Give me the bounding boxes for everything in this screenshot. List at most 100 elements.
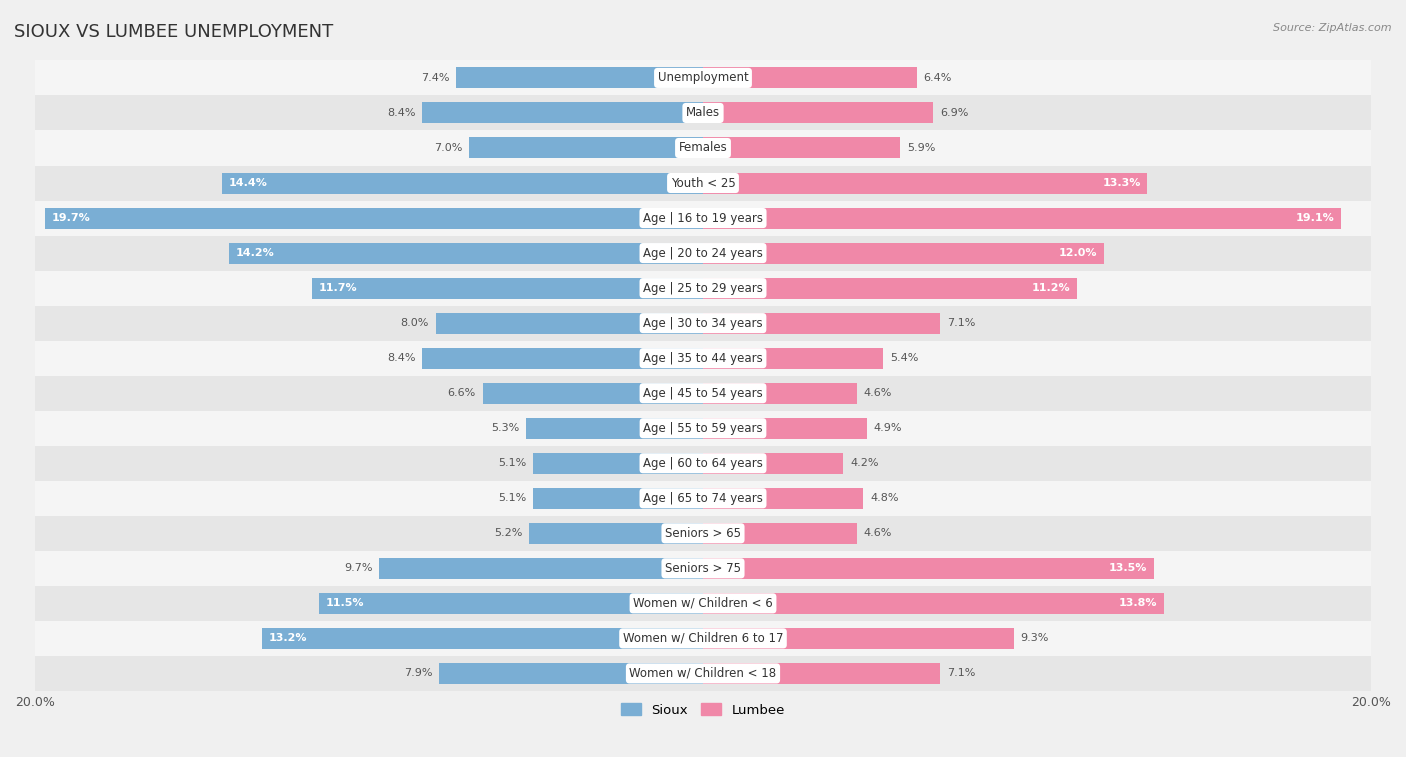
Text: Age | 25 to 29 years: Age | 25 to 29 years xyxy=(643,282,763,294)
Bar xyxy=(482,383,703,403)
Bar xyxy=(703,663,941,684)
Bar xyxy=(703,523,856,544)
Bar xyxy=(35,481,1371,516)
Bar xyxy=(422,347,703,369)
Text: 6.9%: 6.9% xyxy=(941,108,969,118)
Text: 4.6%: 4.6% xyxy=(863,388,891,398)
Text: 7.9%: 7.9% xyxy=(404,668,433,678)
Bar xyxy=(703,67,917,89)
Text: Women w/ Children < 6: Women w/ Children < 6 xyxy=(633,597,773,610)
Text: 5.3%: 5.3% xyxy=(491,423,519,433)
Bar xyxy=(35,201,1371,235)
Bar xyxy=(703,173,1147,194)
Text: 8.0%: 8.0% xyxy=(401,318,429,328)
Text: 5.1%: 5.1% xyxy=(498,458,526,469)
Bar xyxy=(35,375,1371,411)
Text: 11.2%: 11.2% xyxy=(1032,283,1070,293)
Text: 11.5%: 11.5% xyxy=(326,598,364,609)
Bar xyxy=(436,313,703,334)
Bar xyxy=(35,130,1371,166)
Bar xyxy=(35,95,1371,130)
Bar xyxy=(380,558,703,579)
Text: 4.8%: 4.8% xyxy=(870,494,898,503)
Text: SIOUX VS LUMBEE UNEMPLOYMENT: SIOUX VS LUMBEE UNEMPLOYMENT xyxy=(14,23,333,41)
Text: 13.8%: 13.8% xyxy=(1119,598,1157,609)
Text: Age | 60 to 64 years: Age | 60 to 64 years xyxy=(643,456,763,470)
Bar xyxy=(703,138,900,158)
Bar xyxy=(703,347,883,369)
Bar xyxy=(703,593,1164,614)
Text: 13.5%: 13.5% xyxy=(1109,563,1147,573)
Bar xyxy=(222,173,703,194)
Bar xyxy=(533,453,703,474)
Text: 4.9%: 4.9% xyxy=(873,423,901,433)
Bar xyxy=(35,61,1371,95)
Bar xyxy=(439,663,703,684)
Text: 7.1%: 7.1% xyxy=(946,668,976,678)
Text: 4.2%: 4.2% xyxy=(851,458,879,469)
Bar xyxy=(35,411,1371,446)
Bar xyxy=(526,418,703,439)
Text: 19.1%: 19.1% xyxy=(1295,213,1334,223)
Text: 7.4%: 7.4% xyxy=(420,73,449,83)
Text: Women w/ Children < 18: Women w/ Children < 18 xyxy=(630,667,776,680)
Text: Age | 20 to 24 years: Age | 20 to 24 years xyxy=(643,247,763,260)
Text: 19.7%: 19.7% xyxy=(52,213,90,223)
Text: Youth < 25: Youth < 25 xyxy=(671,176,735,189)
Text: 8.4%: 8.4% xyxy=(387,354,416,363)
Bar xyxy=(703,558,1154,579)
Bar xyxy=(35,656,1371,691)
Text: 13.2%: 13.2% xyxy=(269,634,308,643)
Text: Age | 35 to 44 years: Age | 35 to 44 years xyxy=(643,352,763,365)
Text: Age | 16 to 19 years: Age | 16 to 19 years xyxy=(643,211,763,225)
Bar xyxy=(703,102,934,123)
Bar xyxy=(703,278,1077,298)
Bar xyxy=(703,383,856,403)
Text: 5.4%: 5.4% xyxy=(890,354,918,363)
Bar xyxy=(703,242,1104,263)
Text: Age | 55 to 59 years: Age | 55 to 59 years xyxy=(643,422,763,435)
Bar xyxy=(703,628,1014,649)
Bar xyxy=(470,138,703,158)
Bar xyxy=(35,446,1371,481)
Text: 5.9%: 5.9% xyxy=(907,143,935,153)
Bar xyxy=(35,621,1371,656)
Text: 14.4%: 14.4% xyxy=(229,178,267,188)
Bar xyxy=(456,67,703,89)
Text: Unemployment: Unemployment xyxy=(658,71,748,85)
Bar xyxy=(35,551,1371,586)
Text: Seniors > 75: Seniors > 75 xyxy=(665,562,741,575)
Text: 4.6%: 4.6% xyxy=(863,528,891,538)
Bar xyxy=(35,341,1371,375)
Text: 13.3%: 13.3% xyxy=(1102,178,1140,188)
Text: 7.1%: 7.1% xyxy=(946,318,976,328)
Bar xyxy=(703,453,844,474)
Bar xyxy=(35,516,1371,551)
Text: Age | 30 to 34 years: Age | 30 to 34 years xyxy=(643,316,763,329)
Text: 6.6%: 6.6% xyxy=(447,388,475,398)
Bar xyxy=(703,488,863,509)
Text: 6.4%: 6.4% xyxy=(924,73,952,83)
Bar xyxy=(703,207,1341,229)
Text: 5.1%: 5.1% xyxy=(498,494,526,503)
Bar xyxy=(319,593,703,614)
Bar xyxy=(422,102,703,123)
Text: 14.2%: 14.2% xyxy=(235,248,274,258)
Text: Source: ZipAtlas.com: Source: ZipAtlas.com xyxy=(1274,23,1392,33)
Bar xyxy=(35,306,1371,341)
Text: Females: Females xyxy=(679,142,727,154)
Bar xyxy=(35,166,1371,201)
Legend: Sioux, Lumbee: Sioux, Lumbee xyxy=(616,698,790,722)
Text: 8.4%: 8.4% xyxy=(387,108,416,118)
Text: 7.0%: 7.0% xyxy=(434,143,463,153)
Bar xyxy=(703,418,866,439)
Bar xyxy=(312,278,703,298)
Bar xyxy=(703,313,941,334)
Text: 12.0%: 12.0% xyxy=(1059,248,1097,258)
Text: Women w/ Children 6 to 17: Women w/ Children 6 to 17 xyxy=(623,632,783,645)
Text: Males: Males xyxy=(686,107,720,120)
Bar xyxy=(229,242,703,263)
Bar xyxy=(262,628,703,649)
Bar xyxy=(35,270,1371,306)
Text: 9.3%: 9.3% xyxy=(1021,634,1049,643)
